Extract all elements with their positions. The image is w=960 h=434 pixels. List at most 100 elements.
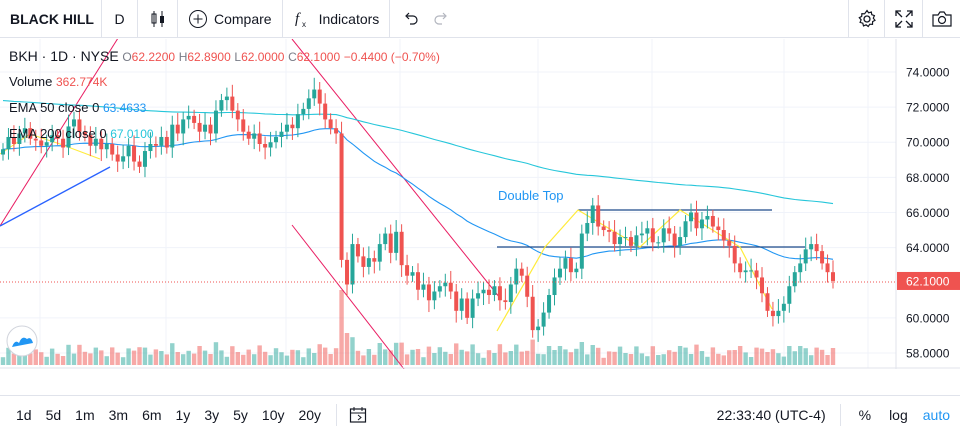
volume-bar bbox=[666, 350, 672, 365]
candle bbox=[672, 226, 677, 258]
candle bbox=[568, 247, 573, 282]
candle bbox=[443, 273, 448, 297]
volume-bar bbox=[737, 346, 743, 365]
volume-bar bbox=[716, 353, 721, 365]
legend-ema50-row[interactable]: EMA 50 close 0 63.4633 bbox=[9, 95, 440, 121]
candle bbox=[279, 122, 284, 148]
candle bbox=[328, 113, 333, 135]
screenshot-button[interactable] bbox=[922, 0, 960, 38]
candle bbox=[497, 277, 502, 311]
low-label: L bbox=[234, 50, 242, 64]
range-6m[interactable]: 6m bbox=[142, 406, 162, 423]
volume-bar bbox=[180, 354, 186, 365]
volume-bar bbox=[55, 353, 60, 365]
candle bbox=[618, 229, 623, 256]
log-toggle[interactable]: log bbox=[889, 407, 908, 423]
tradingview-logo[interactable] bbox=[6, 325, 38, 357]
range-5y[interactable]: 5y bbox=[233, 406, 248, 423]
chart-type-button[interactable] bbox=[138, 0, 178, 38]
range-10y[interactable]: 10y bbox=[261, 406, 285, 423]
candle bbox=[339, 121, 344, 268]
candle bbox=[350, 233, 355, 294]
volume-bar bbox=[317, 344, 322, 365]
candle bbox=[634, 226, 639, 257]
clock[interactable]: 22:33:40 (UTC-4) bbox=[717, 404, 841, 426]
undo-button[interactable] bbox=[390, 0, 426, 38]
symbol-search[interactable]: BLACK HILL bbox=[0, 0, 102, 38]
volume-bar bbox=[661, 354, 666, 365]
compare-button[interactable]: Compare bbox=[178, 0, 283, 38]
candle bbox=[33, 129, 38, 151]
volume-bar bbox=[350, 337, 355, 365]
open-label: O bbox=[122, 50, 132, 64]
candle bbox=[213, 100, 218, 143]
candle bbox=[345, 252, 350, 297]
candle bbox=[181, 111, 186, 146]
volume-bar bbox=[677, 346, 683, 365]
fullscreen-button[interactable] bbox=[884, 0, 922, 38]
candle bbox=[574, 262, 579, 279]
date-range-button[interactable] bbox=[343, 406, 373, 424]
last-price-badge bbox=[897, 271, 960, 290]
double-top-annotation[interactable]: Double Top bbox=[498, 188, 564, 203]
legend-ema200-row[interactable]: EMA 200 close 0 67.0100 bbox=[9, 121, 440, 147]
candle bbox=[699, 211, 704, 241]
legend-symbol-title[interactable]: BKH · 1D · NYSE bbox=[9, 48, 119, 64]
range-1d[interactable]: 1d bbox=[16, 406, 32, 423]
volume-bar bbox=[404, 354, 410, 365]
volume-bar bbox=[22, 351, 28, 365]
candle bbox=[208, 117, 213, 146]
candle bbox=[787, 275, 792, 313]
range-5d[interactable]: 5d bbox=[45, 406, 62, 423]
range-1m[interactable]: 1m bbox=[75, 406, 95, 423]
volume-bar bbox=[273, 348, 279, 365]
candle bbox=[405, 254, 410, 285]
volume-bar bbox=[519, 351, 524, 365]
volume-bar bbox=[437, 347, 443, 365]
price-chart[interactable]: Double Top 74.0000 72.0000 70.0000 68.0000 6… bbox=[0, 39, 960, 369]
candle bbox=[22, 117, 27, 143]
volume-bar bbox=[202, 350, 208, 365]
redo-button[interactable] bbox=[426, 0, 456, 38]
candle bbox=[77, 109, 82, 141]
candle bbox=[650, 217, 655, 252]
range-20y[interactable]: 20y bbox=[298, 406, 322, 423]
volume-bar bbox=[219, 350, 224, 365]
volume-bar bbox=[295, 350, 301, 365]
settings-button[interactable] bbox=[848, 0, 884, 38]
candle bbox=[110, 137, 115, 161]
trendline-3 bbox=[291, 224, 405, 369]
candle bbox=[749, 258, 754, 278]
candle bbox=[99, 131, 104, 162]
volume-bar bbox=[705, 356, 710, 365]
candle bbox=[153, 136, 158, 158]
candle bbox=[71, 111, 76, 139]
close-label: C bbox=[288, 50, 297, 64]
candle bbox=[738, 257, 743, 279]
auto-toggle[interactable]: auto bbox=[922, 407, 950, 423]
legend-volume-row[interactable]: Volume 362.774K bbox=[9, 69, 440, 95]
candle bbox=[159, 126, 164, 155]
candle bbox=[219, 93, 224, 117]
volume-bar bbox=[312, 353, 317, 365]
volume-bar bbox=[0, 357, 6, 365]
candle bbox=[383, 227, 388, 251]
candles-icon bbox=[149, 10, 167, 28]
candle bbox=[541, 302, 546, 336]
interval-button[interactable]: D bbox=[102, 0, 138, 38]
volume-bar bbox=[803, 348, 808, 365]
range-3m[interactable]: 3m bbox=[108, 406, 129, 423]
volume-bar bbox=[191, 353, 197, 365]
ema50-label: EMA 50 close 0 bbox=[9, 100, 100, 115]
candle bbox=[792, 266, 797, 293]
candle bbox=[323, 93, 328, 129]
ema50-value: 63.4633 bbox=[102, 101, 147, 115]
range-1y[interactable]: 1y bbox=[175, 406, 191, 423]
percent-toggle[interactable]: % bbox=[858, 407, 872, 423]
range-selector: 1d 5d 1m 3m 6m 1y 3y 5y 10y 20y bbox=[0, 396, 328, 434]
volume-bar bbox=[284, 355, 290, 365]
range-3y[interactable]: 3y bbox=[204, 406, 220, 423]
volume-bar bbox=[525, 350, 530, 365]
volume-bar bbox=[443, 351, 448, 365]
